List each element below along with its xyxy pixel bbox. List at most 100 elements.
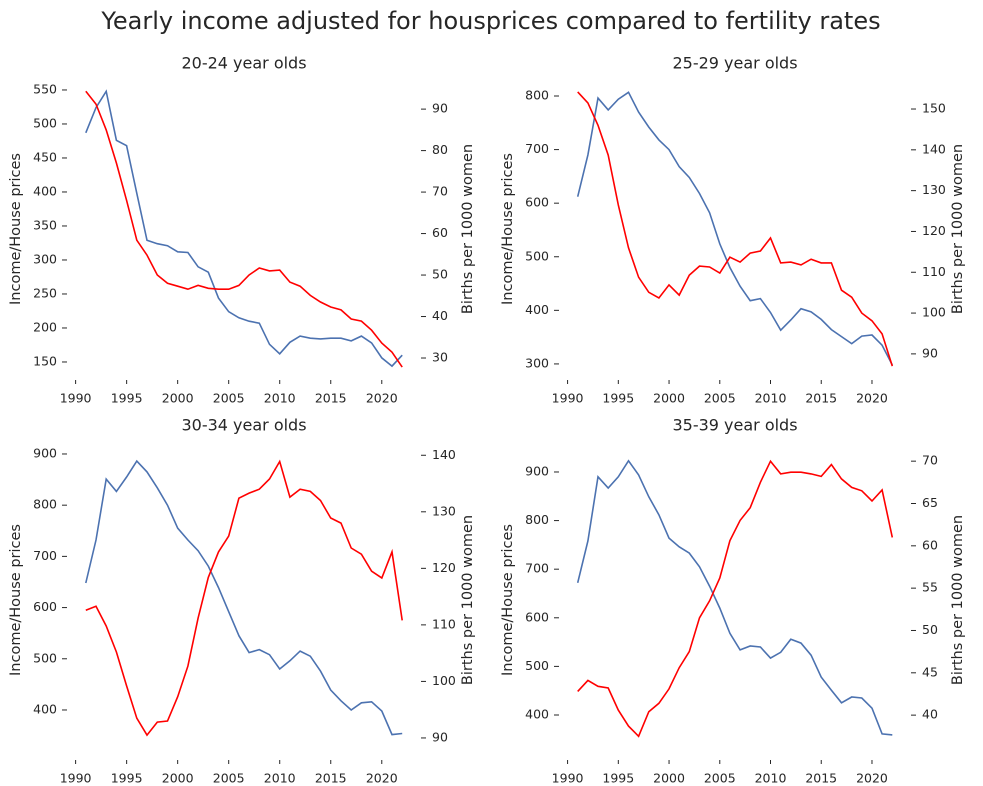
y2-tick-label: 90 xyxy=(922,345,938,360)
y2-tick-label: 70 xyxy=(922,453,938,468)
x-tick-label: 2005 xyxy=(704,771,736,786)
y-tick-label: 550 xyxy=(33,81,57,96)
x-tick-label: 1990 xyxy=(60,391,92,406)
y-axis-label: Income/House prices xyxy=(8,153,24,305)
x-tick-label: 2000 xyxy=(162,771,194,786)
x-tick-label: 1990 xyxy=(552,771,584,786)
y2-axis-label: Births per 1000 women xyxy=(460,515,476,685)
y2-tick-label: 90 xyxy=(432,101,448,116)
x-tick-label: 2005 xyxy=(213,391,245,406)
y2-axis-label: Births per 1000 women xyxy=(950,515,966,685)
y-tick-label: 500 xyxy=(33,650,57,665)
x-tick-label: 2015 xyxy=(805,771,837,786)
y-tick-label: 300 xyxy=(33,251,57,266)
y-tick-label: 900 xyxy=(525,463,549,478)
x-tick-label: 2020 xyxy=(856,391,888,406)
figure-title: Yearly income adjusted for housprices co… xyxy=(100,7,880,35)
y2-tick-label: 150 xyxy=(922,101,946,116)
y-tick-label: 600 xyxy=(525,609,549,624)
y2-tick-label: 70 xyxy=(432,184,448,199)
y-tick-label: 700 xyxy=(525,561,549,576)
x-tick-label: 2000 xyxy=(653,771,685,786)
x-tick-label: 2010 xyxy=(755,391,787,406)
line-series xyxy=(85,459,403,736)
subplot-title: 35-39 year olds xyxy=(672,416,797,435)
x-tick-label: 2005 xyxy=(704,391,736,406)
y2-tick-label: 80 xyxy=(432,142,448,157)
y-axis-label: Income/House prices xyxy=(500,524,516,676)
subplot-title: 20-24 year olds xyxy=(181,54,306,73)
x-tick-label: 1995 xyxy=(111,771,143,786)
y-tick-label: 400 xyxy=(525,302,549,317)
y-tick-label: 600 xyxy=(33,599,57,614)
x-tick-label: 1990 xyxy=(552,391,584,406)
y2-tick-label: 90 xyxy=(432,729,448,744)
y-tick-label: 800 xyxy=(525,512,549,527)
y2-tick-label: 40 xyxy=(922,707,938,722)
y-tick-label: 400 xyxy=(33,701,57,716)
x-tick-label: 1995 xyxy=(602,771,634,786)
y-tick-label: 300 xyxy=(525,355,549,370)
y-tick-label: 450 xyxy=(33,149,57,164)
x-tick-label: 2010 xyxy=(755,771,787,786)
y-tick-label: 400 xyxy=(33,183,57,198)
x-tick-label: 2000 xyxy=(653,391,685,406)
y-tick-label: 600 xyxy=(525,195,549,210)
y2-tick-label: 45 xyxy=(922,664,938,679)
y-tick-label: 700 xyxy=(525,141,549,156)
y2-tick-label: 50 xyxy=(922,622,938,637)
y2-tick-label: 120 xyxy=(922,223,946,238)
x-tick-label: 2020 xyxy=(366,771,398,786)
y2-tick-label: 100 xyxy=(922,305,946,320)
line-series xyxy=(577,459,894,738)
y2-tick-label: 30 xyxy=(432,350,448,365)
y2-tick-label: 140 xyxy=(922,141,946,156)
x-tick-label: 2010 xyxy=(264,391,296,406)
line-series xyxy=(85,459,403,737)
x-tick-label: 2000 xyxy=(162,391,194,406)
y2-tick-label: 55 xyxy=(922,580,938,595)
x-tick-label: 2010 xyxy=(264,771,296,786)
subplot-title: 30-34 year olds xyxy=(181,416,306,435)
y-tick-label: 350 xyxy=(33,217,57,232)
y2-tick-label: 110 xyxy=(432,616,456,631)
y2-tick-label: 140 xyxy=(432,447,456,462)
y2-tick-label: 60 xyxy=(922,537,938,552)
y-tick-label: 200 xyxy=(33,319,57,334)
y2-tick-label: 130 xyxy=(432,503,456,518)
subplot-title: 25-29 year olds xyxy=(672,54,797,73)
y-tick-label: 800 xyxy=(33,497,57,512)
line-series xyxy=(85,90,403,368)
x-tick-label: 2020 xyxy=(856,771,888,786)
x-tick-label: 2005 xyxy=(213,771,245,786)
y-tick-label: 800 xyxy=(525,88,549,103)
y2-tick-label: 65 xyxy=(922,495,938,510)
y2-tick-label: 40 xyxy=(432,308,448,323)
x-tick-label: 1995 xyxy=(602,391,634,406)
y2-tick-label: 100 xyxy=(432,673,456,688)
y-tick-label: 400 xyxy=(525,706,549,721)
y2-tick-label: 130 xyxy=(922,182,946,197)
y2-tick-label: 110 xyxy=(922,264,946,279)
y-tick-label: 150 xyxy=(33,353,57,368)
y-tick-label: 500 xyxy=(33,115,57,130)
y-tick-label: 250 xyxy=(33,285,57,300)
y-axis-label: Income/House prices xyxy=(500,153,516,305)
line-series xyxy=(576,459,893,736)
x-tick-label: 2015 xyxy=(315,391,347,406)
line-series xyxy=(576,91,894,366)
y2-tick-label: 50 xyxy=(432,267,448,282)
y2-tick-label: 120 xyxy=(432,560,456,575)
y2-tick-label: 60 xyxy=(432,225,448,240)
y-axis-label: Income/House prices xyxy=(8,524,24,676)
x-tick-label: 1995 xyxy=(111,391,143,406)
y2-axis-label: Births per 1000 women xyxy=(460,144,476,314)
line-series xyxy=(85,89,403,368)
y2-axis-label: Births per 1000 women xyxy=(950,144,966,314)
x-tick-label: 2015 xyxy=(805,391,837,406)
x-tick-label: 2015 xyxy=(315,771,347,786)
x-tick-label: 2020 xyxy=(366,391,398,406)
y-tick-label: 500 xyxy=(525,658,549,673)
y-tick-label: 900 xyxy=(33,445,57,460)
